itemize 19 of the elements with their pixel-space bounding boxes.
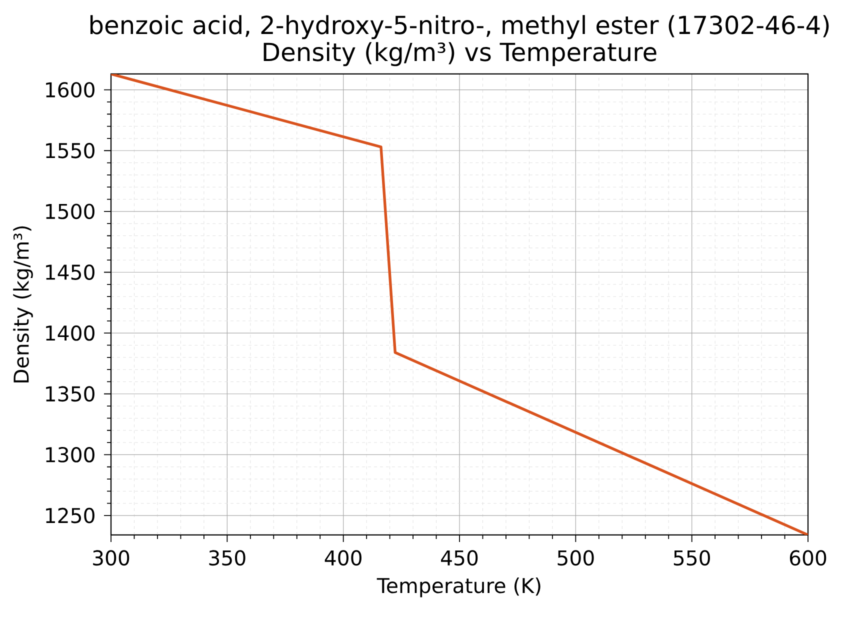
x-axis-title: Temperature (K) <box>376 577 540 598</box>
y-tick-label: 1250 <box>46 508 94 524</box>
y-axis-title: Density (kg/m³) <box>13 226 33 382</box>
x-tick-label: 400 <box>324 550 362 566</box>
x-tick-label: 600 <box>790 550 826 566</box>
y-tick-label: 1600 <box>46 82 94 98</box>
y-tick-label: 1450 <box>46 264 94 280</box>
x-tick-label: 450 <box>441 550 478 566</box>
x-tick-label: 350 <box>209 550 246 566</box>
y-tick-label: 1400 <box>46 325 94 341</box>
y-tick-label: 1550 <box>46 142 94 158</box>
chart-subtitle: Density (kg/m³) vs Temperature <box>264 42 656 66</box>
y-tick-label: 1350 <box>46 386 94 402</box>
x-tick-label: 500 <box>558 550 594 566</box>
chart-title: benzoic acid, 2-hydroxy-5-nitro-, methyl ester (17302-46-4) <box>90 15 829 40</box>
x-tick-label: 550 <box>674 550 710 566</box>
x-tick-label: 300 <box>93 550 130 566</box>
y-tick-label: 1300 <box>46 446 94 462</box>
y-tick-label: 1500 <box>46 204 94 220</box>
